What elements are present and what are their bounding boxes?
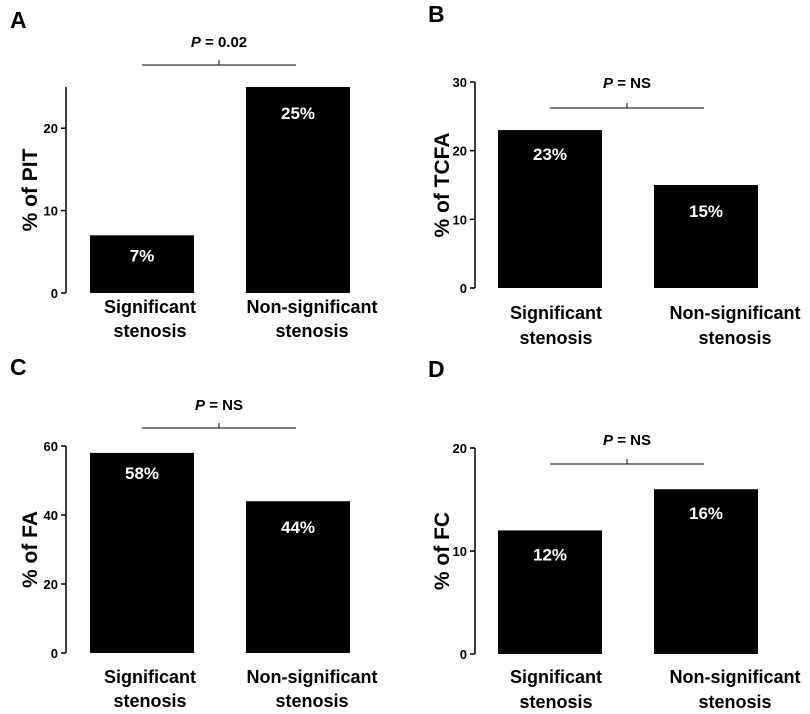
panel-c: C 0 20 40 60 % of FA 58% 44% Significant stenosis… bbox=[10, 354, 378, 711]
y-axis-label: % of TCFA bbox=[431, 133, 454, 238]
bar bbox=[90, 452, 194, 653]
category-label: Significant stenosis bbox=[104, 667, 196, 711]
bar-value-label: 12% bbox=[533, 545, 567, 564]
panel-letter: A bbox=[10, 7, 27, 33]
y-tick-label: 40 bbox=[44, 508, 58, 523]
p-value-label: P = NS bbox=[603, 75, 651, 92]
y-tick-label: 20 bbox=[453, 144, 467, 159]
bar bbox=[498, 130, 602, 288]
panel-letter: B bbox=[428, 1, 445, 27]
y-tick-label: 0 bbox=[51, 646, 58, 661]
y-tick-label: 10 bbox=[44, 204, 58, 219]
category-label: Significant stenosis bbox=[510, 667, 602, 712]
y-axis-label: % of FA bbox=[19, 511, 42, 588]
bar bbox=[654, 185, 758, 288]
category-label: Significant stenosis bbox=[104, 297, 196, 341]
bar-value-label: 16% bbox=[689, 504, 723, 523]
y-tick-label: 10 bbox=[453, 544, 467, 559]
y-axis-label: % of FC bbox=[431, 512, 454, 590]
panel-d: D 0 10 20 % of FC 12% 16% Significant stenosis No… bbox=[428, 356, 801, 712]
bar-value-label: 7% bbox=[130, 246, 155, 265]
bar bbox=[246, 87, 350, 293]
panel-letter: C bbox=[10, 354, 27, 380]
p-value-label: P = 0.02 bbox=[191, 34, 247, 51]
y-tick-label: 20 bbox=[453, 441, 467, 456]
y-tick-label: 20 bbox=[44, 577, 58, 592]
bar-value-label: 15% bbox=[689, 202, 723, 221]
panel-b: B 0 10 20 30 % of TCFA 23% 15% Significant stenos… bbox=[428, 1, 801, 348]
bar-value-label: 23% bbox=[533, 145, 567, 164]
y-axis-label: % of PIT bbox=[19, 148, 42, 231]
category-label: Non-significant stenosis bbox=[247, 297, 378, 341]
p-value-label: P = NS bbox=[603, 432, 651, 449]
bar-value-label: 44% bbox=[281, 518, 315, 537]
bar bbox=[498, 530, 602, 654]
bar bbox=[90, 235, 194, 293]
category-label: Non-significant stenosis bbox=[670, 303, 801, 348]
p-value-label: P = NS bbox=[195, 397, 243, 414]
y-tick-label: 10 bbox=[453, 212, 467, 227]
y-tick-label: 0 bbox=[51, 286, 58, 301]
y-tick-label: 20 bbox=[44, 121, 58, 136]
category-label: Significant stenosis bbox=[510, 303, 602, 348]
panel-letter: D bbox=[428, 356, 445, 382]
y-tick-label: 30 bbox=[453, 75, 467, 90]
bar bbox=[246, 501, 350, 653]
bar bbox=[654, 489, 758, 654]
category-label: Non-significant stenosis bbox=[670, 667, 801, 712]
bar-value-label: 58% bbox=[125, 464, 159, 483]
y-tick-label: 0 bbox=[460, 281, 467, 296]
y-tick-label: 0 bbox=[460, 647, 467, 662]
bar-value-label: 25% bbox=[281, 104, 315, 123]
panel-a: A 0 10 20% of PIT 7% 25% Significant stenosis No… bbox=[10, 7, 378, 341]
y-tick-label: 60 bbox=[44, 439, 58, 454]
category-label: Non-significant stenosis bbox=[247, 667, 378, 711]
